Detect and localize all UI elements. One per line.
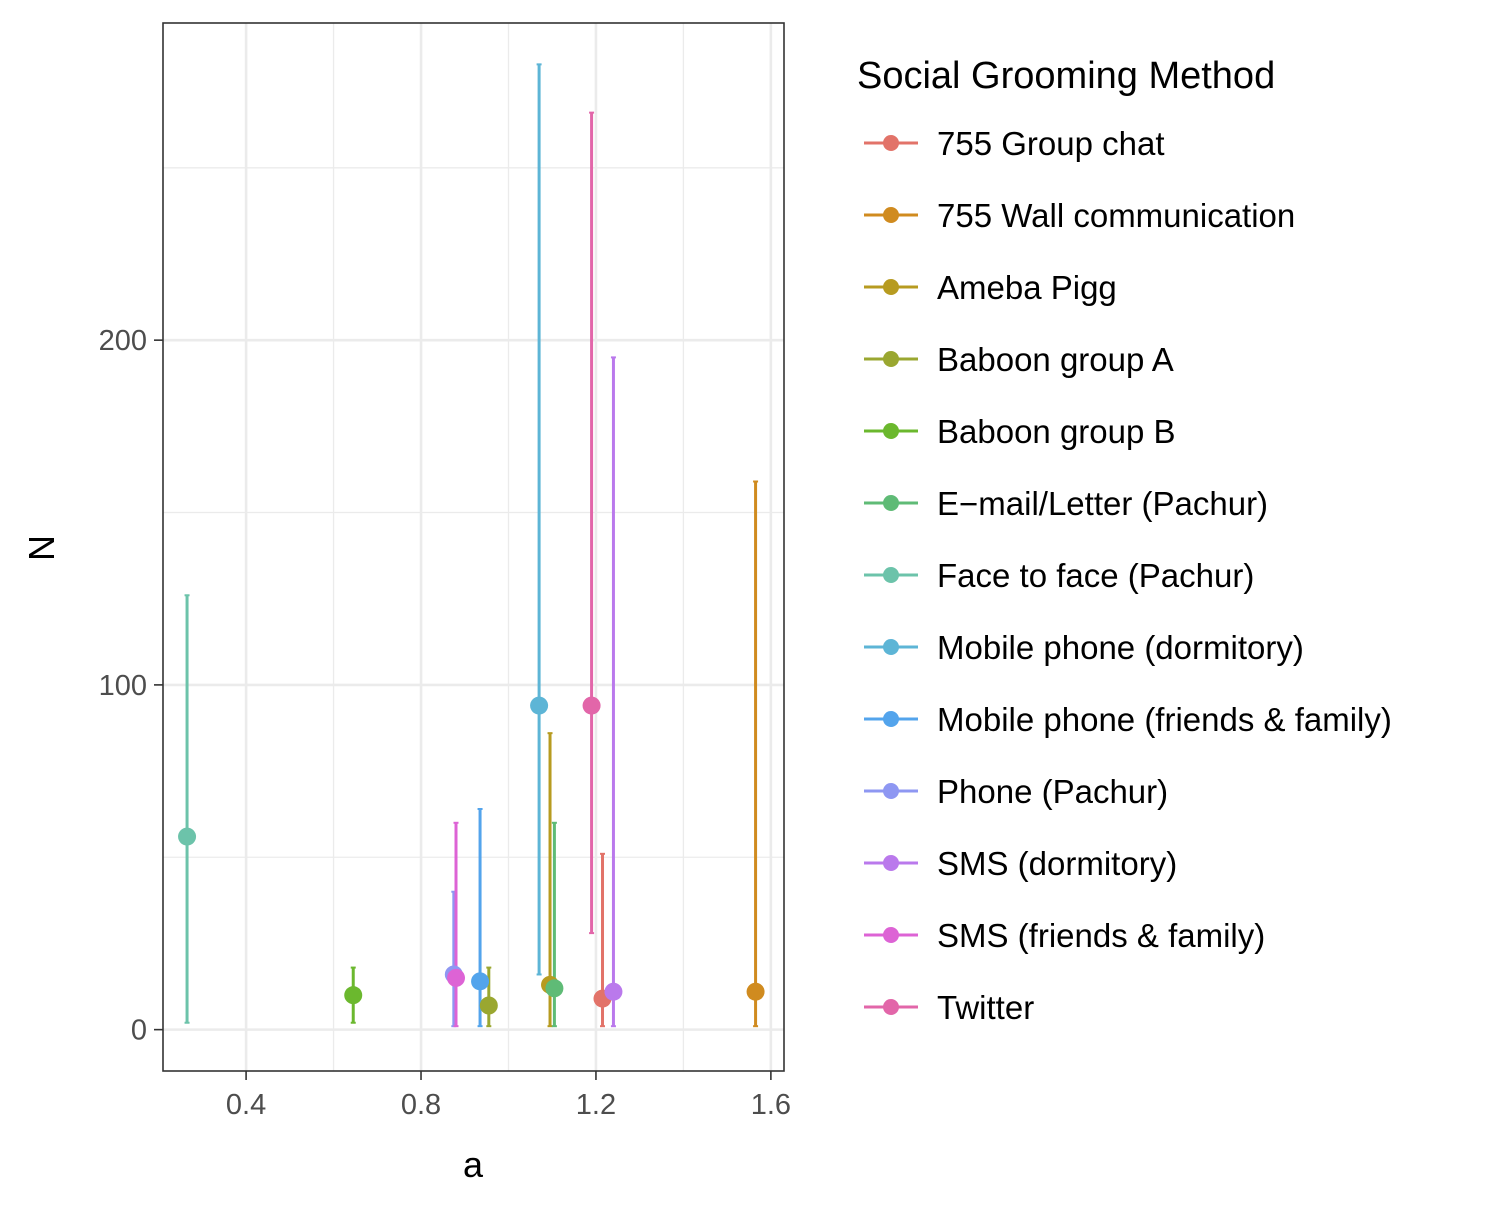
- axes: 0.4 0.8 1.2 1.6 0 100 200: [99, 325, 791, 1121]
- legend-key-point: [883, 279, 899, 295]
- legend-label: 755 Group chat: [937, 125, 1165, 162]
- x-tick-label: 0.4: [226, 1089, 266, 1121]
- legend-key-point: [883, 495, 899, 511]
- legend-label: Mobile phone (dormitory): [937, 629, 1304, 666]
- legend-key-point: [883, 207, 899, 223]
- data-point: [471, 972, 490, 991]
- legend-label: SMS (friends & family): [937, 917, 1265, 954]
- data-point: [479, 996, 498, 1015]
- legend-key-point: [883, 927, 899, 943]
- legend-label: Baboon group A: [937, 341, 1174, 378]
- y-tick-label: 200: [99, 325, 147, 357]
- legend-label: 755 Wall communication: [937, 197, 1295, 234]
- legend-label: Ameba Pigg: [937, 269, 1117, 306]
- grid: [163, 23, 784, 1071]
- legend-key-point: [883, 855, 899, 871]
- legend-key-point: [883, 423, 899, 439]
- y-axis-title: N: [21, 535, 62, 561]
- error-bars: [184, 63, 759, 1028]
- legend: Social Grooming Method 755 Group chat 755…: [857, 55, 1392, 1026]
- legend-label: E−mail/Letter (Pachur): [937, 485, 1268, 522]
- legend-title: Social Grooming Method: [857, 55, 1275, 97]
- legend-label: Baboon group B: [937, 413, 1176, 450]
- legend-label: SMS (dormitory): [937, 845, 1177, 882]
- x-tick-label: 1.2: [576, 1089, 616, 1121]
- legend-key-point: [883, 783, 899, 799]
- x-tick-label: 1.6: [751, 1089, 791, 1121]
- legend-key-point: [883, 351, 899, 367]
- data-points: [178, 696, 765, 1015]
- legend-key-point: [883, 999, 899, 1015]
- legend-label: Face to face (Pachur): [937, 557, 1254, 594]
- legend-key-point: [883, 711, 899, 727]
- data-point: [604, 982, 623, 1001]
- data-point: [178, 827, 197, 846]
- legend-label: Mobile phone (friends & family): [937, 701, 1392, 738]
- panel-border: [162, 22, 785, 1072]
- legend-key-point: [883, 135, 899, 151]
- data-point: [447, 968, 466, 987]
- data-point: [530, 696, 549, 715]
- y-tick-label: 100: [99, 670, 147, 702]
- data-point: [344, 986, 363, 1005]
- y-tick-label: 0: [131, 1015, 147, 1047]
- x-tick-label: 0.8: [401, 1089, 441, 1121]
- legend-key-point: [883, 639, 899, 655]
- data-point: [746, 982, 765, 1001]
- x-axis-title: a: [463, 1144, 484, 1185]
- legend-label: Phone (Pachur): [937, 773, 1168, 810]
- data-point: [582, 696, 601, 715]
- data-point: [545, 979, 564, 998]
- legend-key-point: [883, 567, 899, 583]
- legend-label: Twitter: [937, 989, 1034, 1026]
